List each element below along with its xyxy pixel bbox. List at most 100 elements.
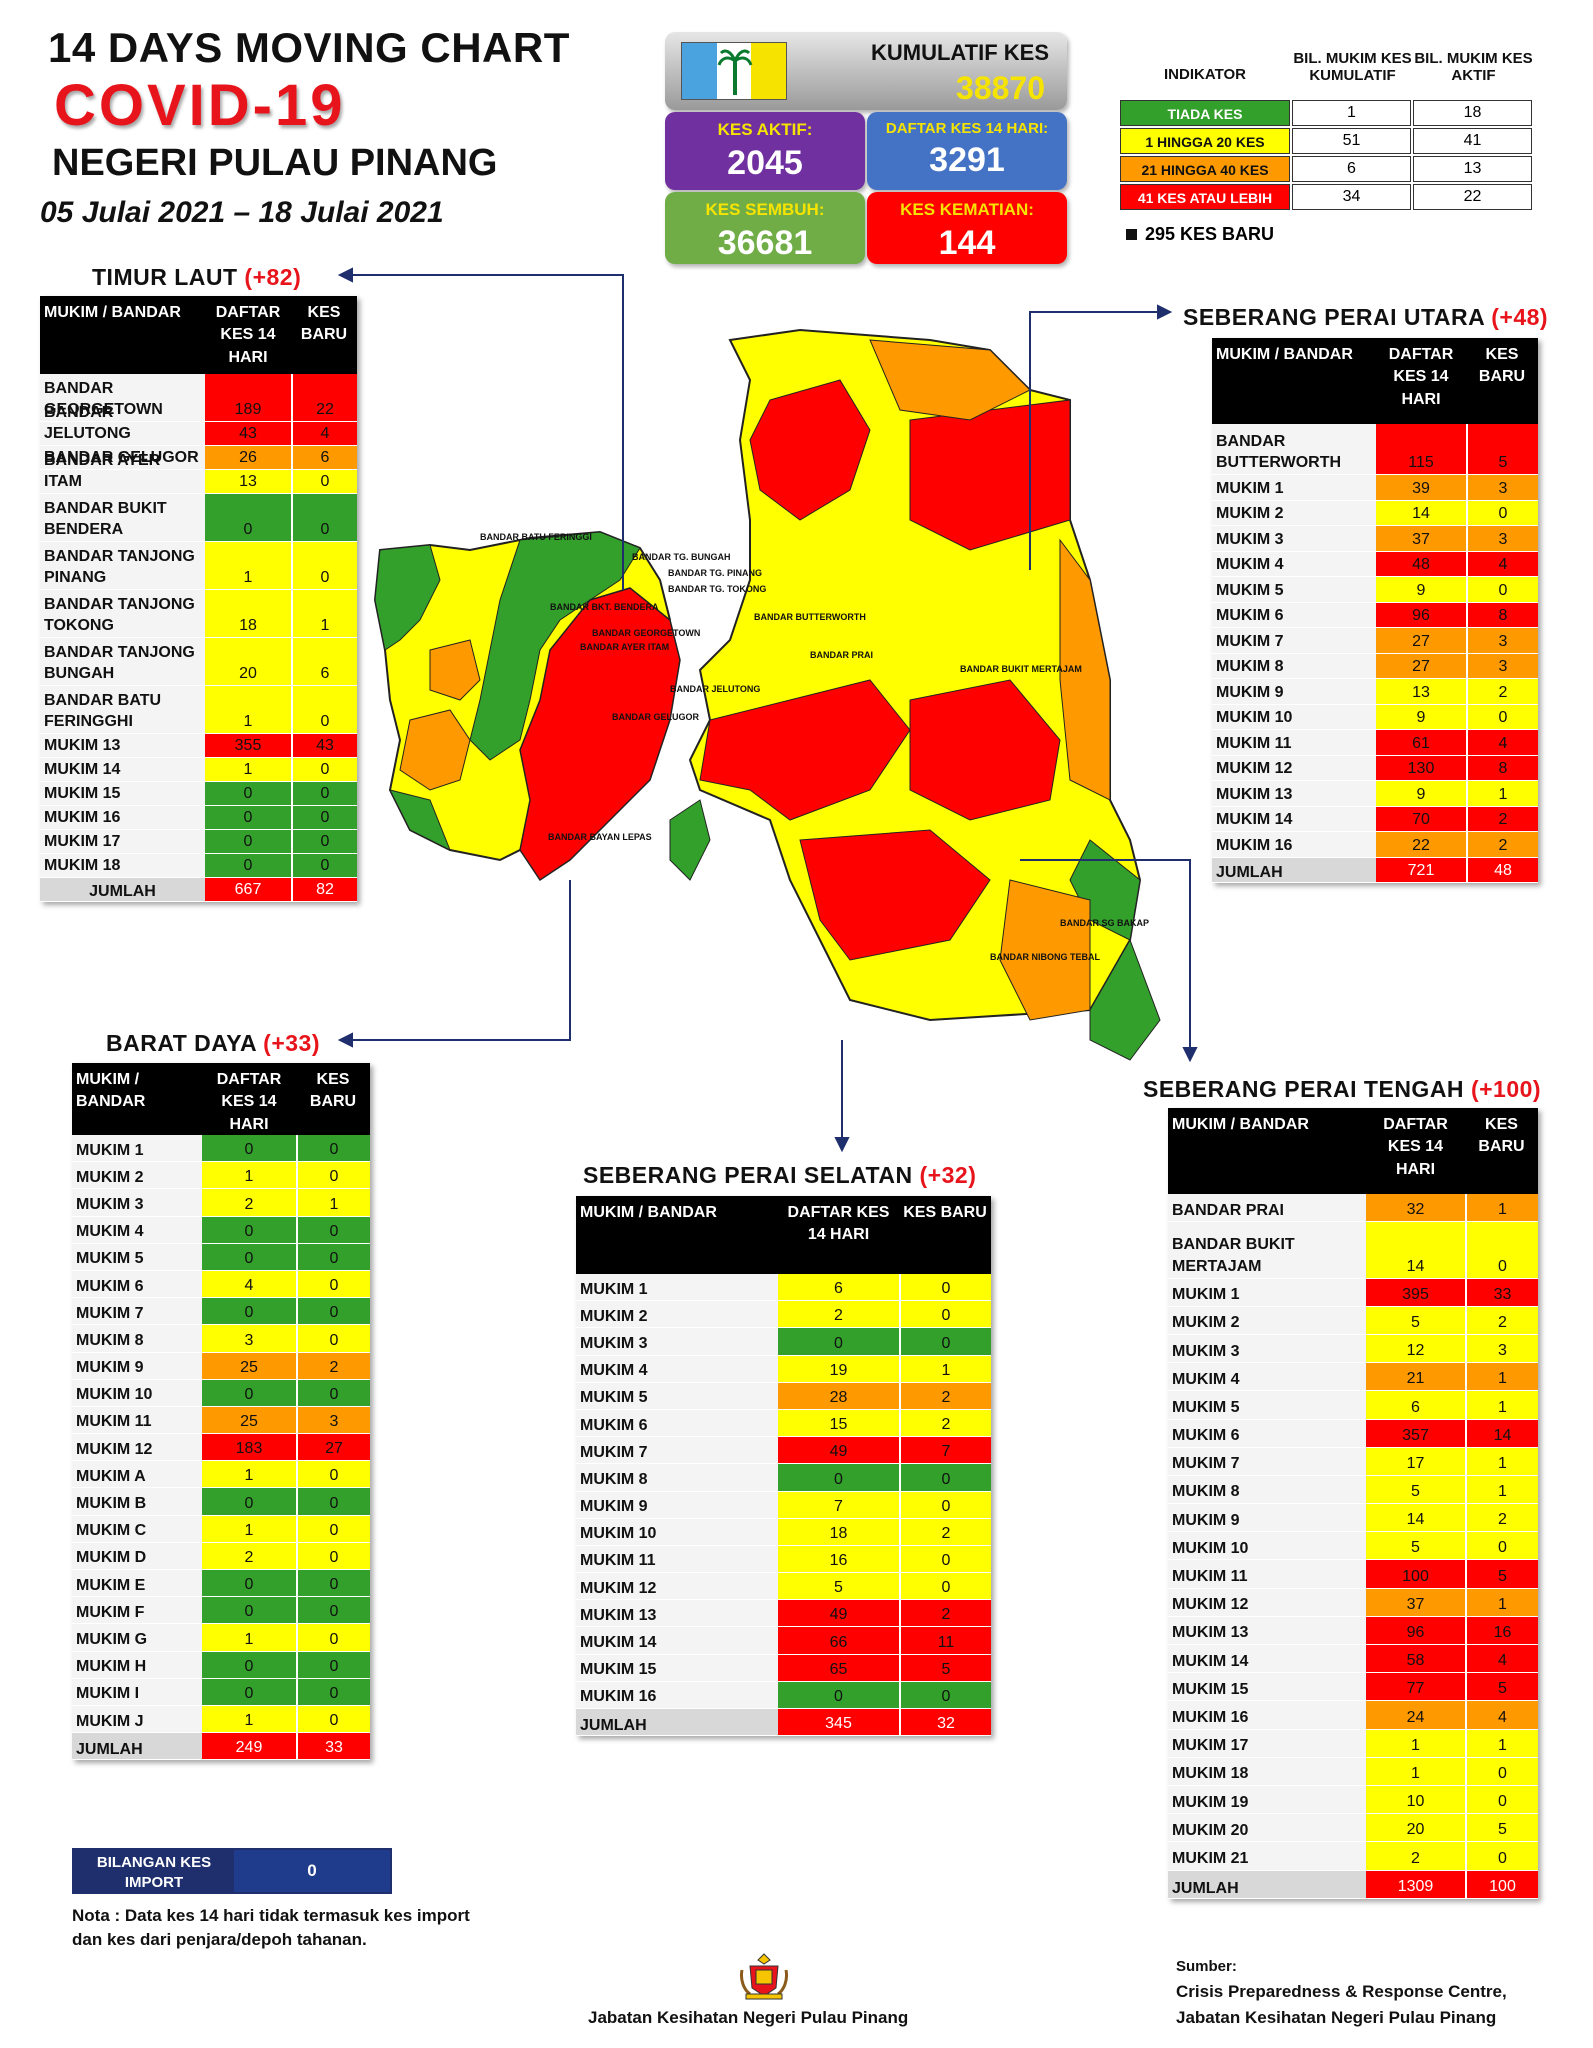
row-name: MUKIM 16	[1212, 832, 1376, 857]
total-baru: 48	[1466, 857, 1538, 882]
row-name: MUKIM 6	[1212, 602, 1376, 627]
row-name: MUKIM 12	[1212, 755, 1376, 780]
row-baru: 0	[899, 1491, 991, 1518]
row-baru: 8	[1466, 602, 1538, 627]
row-daftar: 24	[1366, 1701, 1465, 1729]
row-daftar: 0	[202, 1243, 296, 1270]
row-name: MUKIM 1	[1212, 475, 1376, 500]
row-daftar: 70	[1376, 806, 1466, 831]
table-row: MUKIM 16 0 0	[40, 806, 357, 830]
row-daftar: 1	[202, 1515, 296, 1542]
row-daftar: 10	[1366, 1785, 1465, 1814]
row-baru: 16	[1465, 1616, 1538, 1645]
row-name: MUKIM 7	[1212, 628, 1376, 653]
row-name: BANDAR TANJONG PINANG	[40, 542, 205, 589]
row-baru: 5	[1465, 1673, 1538, 1701]
row-daftar: 32	[1366, 1194, 1465, 1222]
row-daftar: 0	[202, 1678, 296, 1705]
row-name: MUKIM 9	[72, 1352, 202, 1379]
row-baru: 3	[1466, 526, 1538, 551]
table-row: MUKIM 11 61 4	[1212, 730, 1538, 756]
square-bullet-icon	[1126, 229, 1137, 240]
kes-kematian-box: KES KEMATIAN: 144	[867, 192, 1067, 264]
row-daftar: 25	[202, 1406, 296, 1434]
total-label: JUMLAH	[1168, 1870, 1366, 1898]
penang-flag-icon	[681, 42, 787, 100]
row-baru: 5	[1466, 424, 1538, 474]
row-baru: 4	[1466, 730, 1538, 755]
map-label-batu-feringgi: BANDAR BATU FERINGGI	[480, 532, 592, 542]
total-daftar: 721	[1376, 857, 1466, 882]
table-header: MUKIM / BANDAR DAFTAR KES 14 HARI KES BARU	[1168, 1108, 1538, 1194]
kes-sembuh-label: KES SEMBUH:	[705, 200, 825, 219]
row-name: MUKIM 14	[1168, 1645, 1366, 1673]
row-daftar: 4	[202, 1270, 296, 1298]
row-name: BANDAR PRAI	[1168, 1194, 1366, 1222]
row-baru: 0	[296, 1624, 370, 1651]
row-baru: 2	[899, 1409, 991, 1437]
row-baru: 2	[296, 1352, 370, 1379]
table-row: MUKIM 5 28 2	[576, 1382, 991, 1410]
row-name: MUKIM 6	[1168, 1419, 1366, 1447]
row-baru: 5	[899, 1654, 991, 1681]
row-baru: 1	[899, 1355, 991, 1382]
indicator-kumulatif: 6	[1292, 156, 1411, 182]
indicator-aktif: 22	[1413, 184, 1532, 210]
row-name: MUKIM H	[72, 1651, 202, 1678]
new-cases-text: 295 KES BARU	[1145, 224, 1275, 244]
header-cell-2: DAFTAR KES 14 HARI	[216, 1071, 282, 1133]
total-daftar: 249	[202, 1733, 296, 1760]
row-name: MUKIM 7	[1168, 1447, 1366, 1475]
table-row: MUKIM 16 22 2	[1212, 832, 1538, 858]
row-name: MUKIM 13	[1168, 1616, 1366, 1645]
table-row: MUKIM 11 100 5	[1168, 1560, 1538, 1589]
table-row: MUKIM 16 24 4	[1168, 1701, 1538, 1730]
row-daftar: 15	[778, 1409, 899, 1437]
row-daftar: 0	[202, 1379, 296, 1406]
row-name: MUKIM 5	[72, 1243, 202, 1270]
date-range: 05 Julai 2021 – 18 Julai 2021	[40, 196, 444, 229]
row-baru: 0	[899, 1301, 991, 1328]
row-name: MUKIM 3	[72, 1189, 202, 1216]
row-daftar: 0	[205, 782, 291, 805]
row-baru: 0	[1465, 1785, 1538, 1814]
table-row: BANDAR TANJONG TOKONG 18 1	[40, 590, 357, 638]
row-name: MUKIM 7	[72, 1298, 202, 1325]
row-daftar: 9	[1376, 781, 1466, 806]
penang-map: BANDAR BATU FERINGGI BANDAR TG. BUNGAH B…	[373, 328, 1161, 1061]
spu-title-text: SEBERANG PERAI UTARA	[1183, 304, 1485, 330]
row-name: MUKIM 6	[72, 1270, 202, 1298]
row-name: MUKIM 6	[576, 1409, 778, 1437]
indicator-label: 21 HINGGA 40 KES	[1120, 156, 1290, 182]
row-name: BANDAR AYER ITAM	[40, 452, 205, 493]
row-baru: 0	[1465, 1842, 1538, 1870]
row-name: MUKIM 4	[1168, 1363, 1366, 1391]
row-daftar: 100	[1366, 1560, 1465, 1588]
total-baru: 33	[296, 1733, 370, 1760]
daftar-kes-box: DAFTAR KES 14 HARI: 3291	[867, 112, 1067, 190]
row-baru: 4	[1465, 1701, 1538, 1729]
header-cell-3: KES BARU	[903, 1204, 987, 1221]
table-row: MUKIM 12 5 0	[576, 1573, 991, 1601]
table-row: MUKIM 15 77 5	[1168, 1673, 1538, 1702]
table-total-row: JUMLAH 1309 100	[1168, 1870, 1538, 1899]
row-baru: 0	[291, 686, 357, 733]
row-baru: 0	[291, 830, 357, 853]
kes-aktif-value: 2045	[727, 144, 803, 182]
row-name: MUKIM G	[72, 1624, 202, 1651]
row-baru: 2	[899, 1600, 991, 1627]
map-label-jelutong: BANDAR JELUTONG	[670, 684, 760, 694]
row-name: BANDAR JELUTONG	[40, 404, 205, 445]
header-cell-2: DAFTAR KES 14 HARI	[787, 1204, 890, 1244]
row-name: MUKIM 21	[1168, 1842, 1366, 1870]
row-name: MUKIM D	[72, 1542, 202, 1569]
